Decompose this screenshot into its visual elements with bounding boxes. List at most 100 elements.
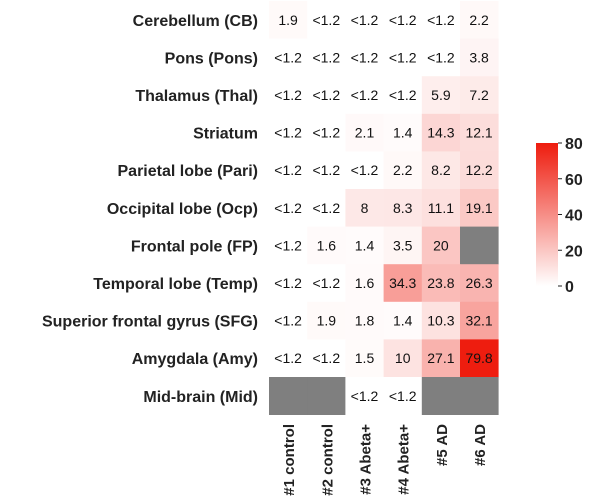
cell-value-label: 12.1 bbox=[465, 125, 492, 141]
row-label: Thalamus (Thal) bbox=[135, 88, 258, 105]
cell-value-label: 34.3 bbox=[389, 275, 416, 291]
heatmap-cell bbox=[307, 76, 346, 115]
row-label: Occipital lobe (Ocp) bbox=[107, 201, 258, 218]
column-label: #3 Abeta+ bbox=[358, 424, 375, 495]
heatmap-cell bbox=[269, 264, 308, 303]
heatmap-cell bbox=[345, 339, 384, 378]
heatmap-cell bbox=[460, 189, 499, 227]
cell-value-label: 8 bbox=[361, 200, 369, 216]
cell-value-label: <1.2 bbox=[274, 313, 302, 329]
row-label: Striatum bbox=[193, 126, 258, 143]
heatmap-cell bbox=[307, 264, 346, 303]
cell-value-label: 2.2 bbox=[469, 12, 489, 28]
heatmap-cell bbox=[421, 76, 461, 115]
heatmap-cell bbox=[460, 76, 499, 115]
cell-value-label: 1.4 bbox=[393, 313, 413, 329]
heatmap-cell bbox=[269, 151, 308, 190]
cell-value-label: <1.2 bbox=[274, 350, 302, 366]
heatmap-cell bbox=[421, 264, 461, 303]
column-labels: #1 control #2 control #3 Abeta+ #4 Abeta+ #5… bbox=[281, 424, 489, 496]
cell-value-label: <1.2 bbox=[427, 49, 455, 65]
heatmap-cell bbox=[307, 113, 346, 152]
heatmap-cell bbox=[345, 38, 384, 77]
heatmap-cell bbox=[383, 189, 423, 227]
heatmap-cell bbox=[345, 226, 384, 265]
heatmap-cell bbox=[383, 113, 423, 152]
row-label: Amygdala (Amy) bbox=[132, 351, 258, 368]
heatmap-cell-missing bbox=[460, 377, 499, 415]
heatmap-cell bbox=[383, 1, 423, 39]
cell-value-label: 5.9 bbox=[431, 87, 451, 103]
cell-value-label: 12.2 bbox=[465, 162, 492, 178]
heatmap-cell-missing bbox=[460, 226, 499, 265]
heatmap-cell bbox=[383, 301, 423, 340]
cell-value-label: 2.1 bbox=[355, 125, 375, 141]
cell-value-label: 32.1 bbox=[465, 313, 492, 329]
heatmap-cell bbox=[383, 264, 423, 303]
heatmap-cell bbox=[307, 151, 346, 190]
heatmap-cell bbox=[421, 301, 461, 340]
cell-value-label: <1.2 bbox=[312, 275, 340, 291]
heatmap-cell-missing bbox=[421, 377, 461, 415]
cell-value-label: 79.8 bbox=[465, 350, 492, 366]
heatmap-cell bbox=[307, 339, 346, 378]
row-label: Cerebellum (CB) bbox=[133, 13, 258, 30]
row-label: Frontal pole (FP) bbox=[131, 238, 258, 255]
heatmap-cell bbox=[307, 38, 346, 77]
heatmap-cell bbox=[460, 301, 499, 340]
heatmap-cell bbox=[421, 151, 461, 190]
heatmap-cell bbox=[307, 301, 346, 340]
heatmap-cell bbox=[269, 226, 308, 265]
cell-value-label: 10.3 bbox=[427, 313, 454, 329]
cell-value-label: <1.2 bbox=[389, 388, 417, 404]
legend-tick-label: 0 bbox=[565, 279, 574, 296]
heatmap-cell bbox=[460, 113, 499, 152]
cell-value-label: 14.3 bbox=[427, 125, 454, 141]
heatmap-cell bbox=[383, 377, 423, 415]
cell-value-label: 3.5 bbox=[393, 237, 413, 253]
heatmap-cell bbox=[460, 264, 499, 303]
color-legend: 80 60 40 20 0 bbox=[536, 136, 583, 296]
cell-value-label: <1.2 bbox=[274, 162, 302, 178]
cell-value-label: 19.1 bbox=[465, 200, 492, 216]
cell-value-label: <1.2 bbox=[351, 162, 379, 178]
heatmap-cell bbox=[383, 226, 423, 265]
legend-tick-label: 40 bbox=[565, 208, 583, 225]
cell-value-label: 1.5 bbox=[355, 350, 375, 366]
cell-value-label: 2.2 bbox=[393, 162, 413, 178]
heatmap-cells: 1.9 <1.2 <1.2 <1.2 <1.2 2.2 <1.2 <1.2 <1.2 <1.2 <1… bbox=[269, 1, 499, 415]
column-label: #5 AD bbox=[434, 424, 451, 466]
cell-value-label: <1.2 bbox=[312, 350, 340, 366]
cell-value-label: 3.8 bbox=[469, 49, 489, 65]
legend-tick-label: 80 bbox=[565, 136, 583, 153]
heatmap-cell bbox=[269, 113, 308, 152]
heatmap-cell bbox=[345, 151, 384, 190]
cell-value-label: 1.9 bbox=[278, 12, 298, 28]
cell-value-label: 26.3 bbox=[465, 275, 492, 291]
cell-value-label: 11.1 bbox=[428, 200, 454, 216]
cell-value-label: 27.1 bbox=[427, 350, 454, 366]
heatmap-cell bbox=[421, 38, 461, 77]
cell-value-label: <1.2 bbox=[312, 49, 340, 65]
cell-value-label: 23.8 bbox=[427, 275, 454, 291]
heatmap-cell bbox=[383, 38, 423, 77]
legend-gradient-bar bbox=[536, 143, 558, 286]
heatmap-cell bbox=[421, 1, 461, 39]
cell-value-label: <1.2 bbox=[312, 200, 340, 216]
heatmap-cell bbox=[383, 151, 423, 190]
cell-value-label: <1.2 bbox=[389, 87, 417, 103]
cell-value-label: <1.2 bbox=[274, 200, 302, 216]
cell-value-label: <1.2 bbox=[312, 162, 340, 178]
cell-value-label: <1.2 bbox=[351, 388, 379, 404]
heatmap-cell bbox=[269, 339, 308, 378]
cell-value-label: 7.2 bbox=[469, 87, 489, 103]
heatmap-cell bbox=[460, 1, 499, 39]
heatmap-cell bbox=[307, 226, 346, 265]
heatmap-cell bbox=[460, 151, 499, 190]
heatmap-cell bbox=[345, 189, 384, 227]
heatmap-cell bbox=[383, 76, 423, 115]
cell-value-label: <1.2 bbox=[351, 12, 379, 28]
heatmap-cell bbox=[383, 339, 423, 378]
column-label: #4 Abeta+ bbox=[396, 424, 413, 495]
heatmap-cell bbox=[269, 189, 308, 227]
